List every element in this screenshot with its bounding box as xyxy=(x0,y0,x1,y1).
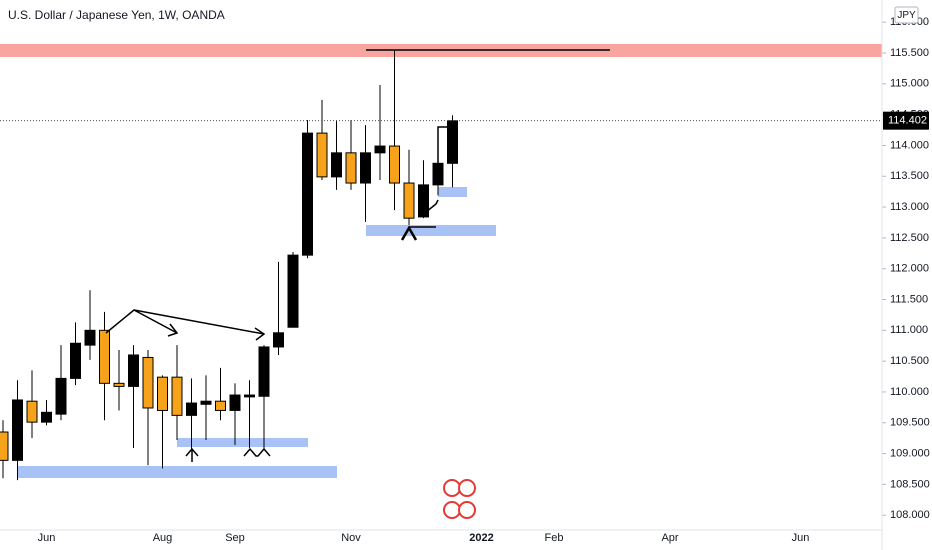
candle-body xyxy=(142,356,154,409)
x-tick-label: Feb xyxy=(545,532,564,544)
currency-label: JPY xyxy=(897,10,916,21)
y-tick-label: 112.000 xyxy=(890,263,929,275)
candle-body xyxy=(302,132,313,256)
arrow xyxy=(425,199,439,213)
candle-body xyxy=(157,376,168,411)
y-tick-label: 114.000 xyxy=(890,139,929,151)
y-tick-label: 111.500 xyxy=(890,293,928,305)
y-tick-label: 115.500 xyxy=(890,47,929,59)
chevron xyxy=(185,447,199,457)
candle-body xyxy=(258,346,270,397)
candle-body xyxy=(113,382,125,387)
candle-body xyxy=(244,394,255,398)
candle-body xyxy=(12,399,23,461)
y-tick-label: 109.000 xyxy=(890,447,930,459)
candle-body xyxy=(374,145,386,154)
y-tick-label: 113.000 xyxy=(890,201,929,213)
drawings xyxy=(105,49,610,462)
event-icon xyxy=(458,479,476,497)
x-tick-label: Apr xyxy=(661,532,678,544)
candle-body xyxy=(171,376,183,416)
x-tick-label: Jun xyxy=(792,532,810,544)
candle-body xyxy=(287,254,299,328)
y-tick-label: 110.500 xyxy=(890,355,929,367)
event-icons xyxy=(443,479,476,519)
candle-body xyxy=(70,342,81,379)
event-icon xyxy=(458,501,476,519)
candle-body xyxy=(447,120,458,164)
candle-body xyxy=(99,329,110,384)
candle-body xyxy=(418,184,429,218)
support-zone xyxy=(18,466,337,478)
support-zone xyxy=(438,187,467,197)
candle-body xyxy=(389,145,400,184)
x-tick-label: Aug xyxy=(153,532,173,544)
candle-body xyxy=(273,332,284,348)
chevron xyxy=(243,447,271,457)
y-tick-label: 108.000 xyxy=(890,509,930,521)
candle-body xyxy=(403,182,415,219)
candle-body xyxy=(84,329,96,346)
currency-badge xyxy=(894,6,919,24)
candle-body xyxy=(55,377,67,415)
candle-body xyxy=(128,354,139,387)
candle-body xyxy=(360,152,371,184)
price-tag xyxy=(883,111,929,130)
x-tick-label: Jun xyxy=(38,532,56,544)
arrow xyxy=(133,309,265,335)
candle-body xyxy=(186,402,197,416)
y-tick-label: 113.500 xyxy=(890,170,929,182)
candle-body xyxy=(215,400,226,411)
candle-body xyxy=(316,132,328,178)
y-tick-label: 115.000 xyxy=(890,78,929,90)
x-tick-label: 2022 xyxy=(469,532,493,544)
support-zone xyxy=(366,225,496,236)
arrow-head xyxy=(167,323,179,337)
candles xyxy=(0,49,458,481)
x-tick-label: Nov xyxy=(341,532,361,544)
y-tick-label: 109.500 xyxy=(890,417,930,429)
candle-body xyxy=(0,431,9,461)
candle-body xyxy=(41,411,52,423)
y-tick-label: 108.500 xyxy=(890,478,930,490)
candle-body xyxy=(200,400,212,405)
chart-title: U.S. Dollar / Japanese Yen, 1W, OANDA xyxy=(8,8,225,22)
event-icon xyxy=(443,479,461,497)
x-tick-label: Sep xyxy=(225,532,245,544)
candle-body xyxy=(345,152,357,184)
y-tick-label: 111.000 xyxy=(890,324,928,336)
arrow-head xyxy=(254,327,266,341)
chevron xyxy=(400,225,418,241)
support-zone xyxy=(177,438,308,447)
bracket xyxy=(437,126,453,163)
price-tag-label: 114.402 xyxy=(888,115,927,127)
event-icon xyxy=(443,501,461,519)
candle-body xyxy=(26,400,38,423)
candle-body xyxy=(229,394,241,411)
candle-body xyxy=(432,162,444,186)
y-tick-label: 112.500 xyxy=(890,232,929,244)
candle-body xyxy=(331,152,342,178)
y-tick-label: 110.000 xyxy=(890,386,929,398)
